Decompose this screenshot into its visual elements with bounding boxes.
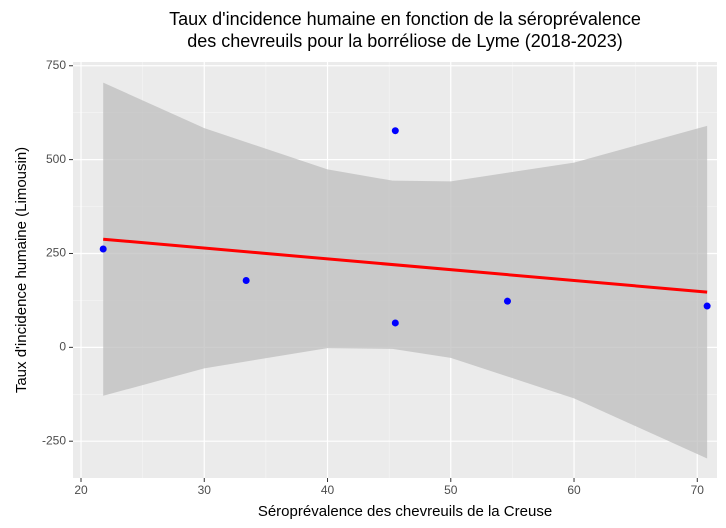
chart-title: Taux d'incidence humaine en fonction de … [169,9,641,29]
x-tick-label: 20 [74,483,88,497]
point [503,297,511,305]
x-axis-label: Séroprévalence des chevreuils de la Creu… [258,503,552,520]
y-axis-label: Taux d'incidence humaine (Limousin) [13,147,30,393]
confidence-band [103,82,708,459]
point [99,245,107,253]
y-tick-label: -250 [42,433,66,447]
point [242,277,250,285]
chart-title: des chevreuils pour la borréliose de Lym… [187,31,623,51]
point [391,127,399,135]
y-tick-label: 500 [46,152,66,166]
x-tick-label: 60 [567,483,581,497]
y-tick-label: 750 [46,58,66,72]
regression-line [103,237,708,294]
y-tick-label: 0 [59,340,66,354]
point [703,302,711,310]
x-tick-label: 50 [444,483,458,497]
x-tick-label: 30 [198,483,212,497]
x-tick-label: 70 [691,483,705,497]
y-tick-label: 250 [46,246,66,260]
point [391,319,399,327]
x-tick-label: 40 [321,483,335,497]
